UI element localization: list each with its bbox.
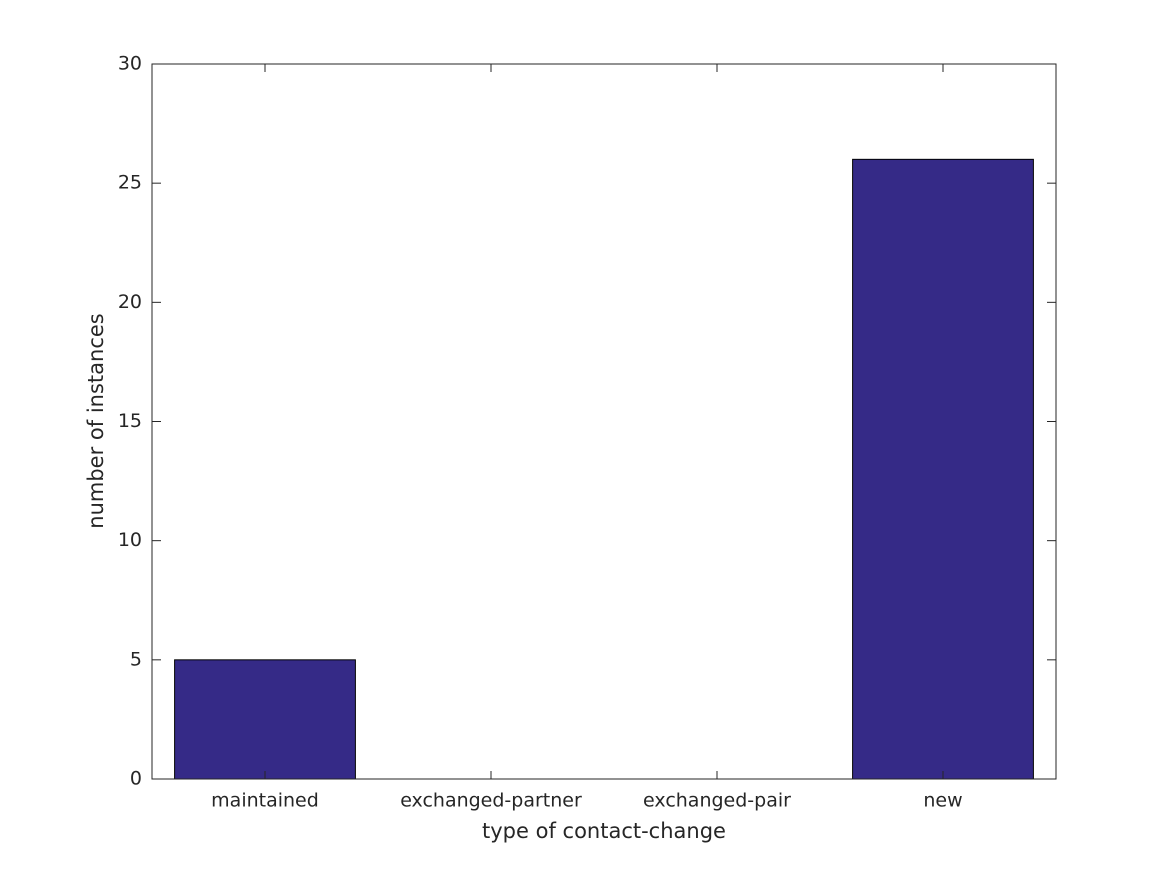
y-tick-label: 20	[118, 291, 142, 313]
axes-box	[151, 63, 1057, 780]
x-tick-label: new	[923, 790, 962, 812]
y-tick-label: 25	[118, 172, 142, 194]
bar	[174, 659, 356, 780]
y-tick-label: 5	[130, 648, 142, 670]
y-tick-label: 0	[130, 768, 142, 790]
y-tick-label: 15	[118, 410, 142, 432]
x-tick-label: exchanged-partner	[400, 790, 582, 812]
y-tick-label: 30	[118, 53, 142, 75]
y-axis-label: number of instances	[84, 313, 108, 528]
bar	[852, 158, 1034, 780]
y-tick-label: 10	[118, 529, 142, 551]
x-tick-label: exchanged-pair	[643, 790, 791, 812]
x-axis-label: type of contact-change	[482, 819, 726, 843]
x-tick-label: maintained	[211, 790, 319, 812]
